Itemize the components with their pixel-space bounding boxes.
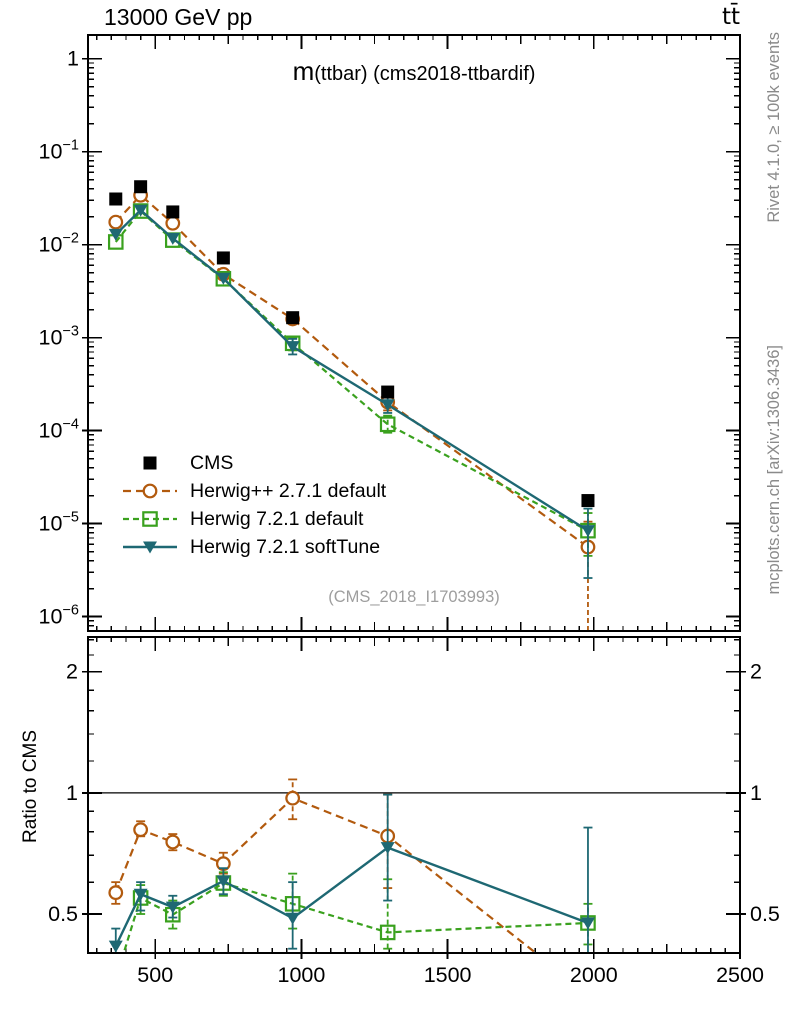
x-tick-label: 1000	[278, 963, 326, 987]
rivet-version-note: Rivet 4.1.0, ≥ 100k events	[765, 32, 783, 223]
y-tick-label: 10−2	[39, 231, 79, 257]
x-tick-label: 500	[137, 963, 173, 987]
legend-item-herwig7-softtune: Herwig 7.2.1 softTune	[122, 533, 386, 561]
legend-label-herwig7: Herwig 7.2.1 default	[190, 507, 364, 530]
ratio-tick-label-right: 1	[750, 781, 762, 805]
series-herwig-7-2-1-softtune	[108, 204, 595, 579]
beam-energy-label: 13000 GeV pp	[104, 4, 253, 30]
ratio-tick-label-right: 0.5	[750, 902, 780, 926]
y-tick-label: 10−4	[39, 417, 79, 443]
plot-title-observable: m	[292, 56, 315, 86]
y-tick-label: 10−6	[39, 603, 79, 629]
series-herwig-7-2-1-softtune	[108, 793, 595, 952]
mcplots-note: mcplots.cern.ch [arXiv:1306.3436]	[765, 345, 783, 595]
x-tick-label: 2000	[570, 963, 618, 987]
legend-label-herwigpp: Herwig++ 2.7.1 default	[190, 479, 387, 502]
legend-label-cms: CMS	[190, 451, 234, 474]
axes	[82, 34, 746, 959]
y-tick-label: 10−3	[39, 324, 79, 350]
legend-label-herwig7soft: Herwig 7.2.1 softTune	[190, 535, 381, 558]
axis-tick-labels: 500 1000 1500 2000 2500 1 10−1 10−2 10−3 10−4 10−5…	[39, 47, 780, 987]
ratio-tick-label-left: 2	[66, 660, 78, 684]
legend-marker-herwigpp-icon	[123, 483, 177, 499]
x-tick-label: 1500	[424, 963, 472, 987]
series-herwig-7-2-1-default	[122, 871, 596, 952]
ratio-tick-label-right: 2	[750, 660, 762, 684]
ratio-axis-title: Ratio to CMS	[20, 730, 41, 843]
legend: CMS Herwig++ 2.7.1 default Herwig 7.2.1 …	[122, 449, 386, 561]
plot-title-suffix: (ttbar) (cms2018-ttbardif)	[314, 63, 536, 85]
y-tick-label: 10−1	[39, 138, 79, 164]
legend-marker-herwig7-icon	[123, 511, 177, 527]
legend-item-herwigpp-default: Herwig++ 2.7.1 default	[122, 477, 386, 505]
series-herwig-2-7-1-default	[108, 187, 596, 630]
y-tick-label: 10−5	[39, 510, 79, 536]
legend-marker-cms-icon	[143, 456, 157, 470]
ratio-tick-label-left: 1	[66, 781, 78, 805]
legend-item-cms: CMS	[122, 449, 386, 477]
series-herwig-2-7-1-default	[108, 778, 537, 952]
x-tick-label: 2500	[716, 963, 764, 987]
plot-title: m(ttbar) (cms2018-ttbardif)	[88, 58, 740, 86]
ratio-tick-label-left: 0.5	[48, 902, 78, 926]
legend-marker-herwig7soft-icon	[123, 541, 177, 554]
series-cms	[109, 180, 595, 508]
legend-item-herwig7-default: Herwig 7.2.1 default	[122, 505, 386, 533]
analysis-watermark: (CMS_2018_I1703993)	[328, 588, 500, 606]
y-tick-label: 1	[67, 47, 79, 71]
process-label: tt̄	[721, 4, 740, 30]
